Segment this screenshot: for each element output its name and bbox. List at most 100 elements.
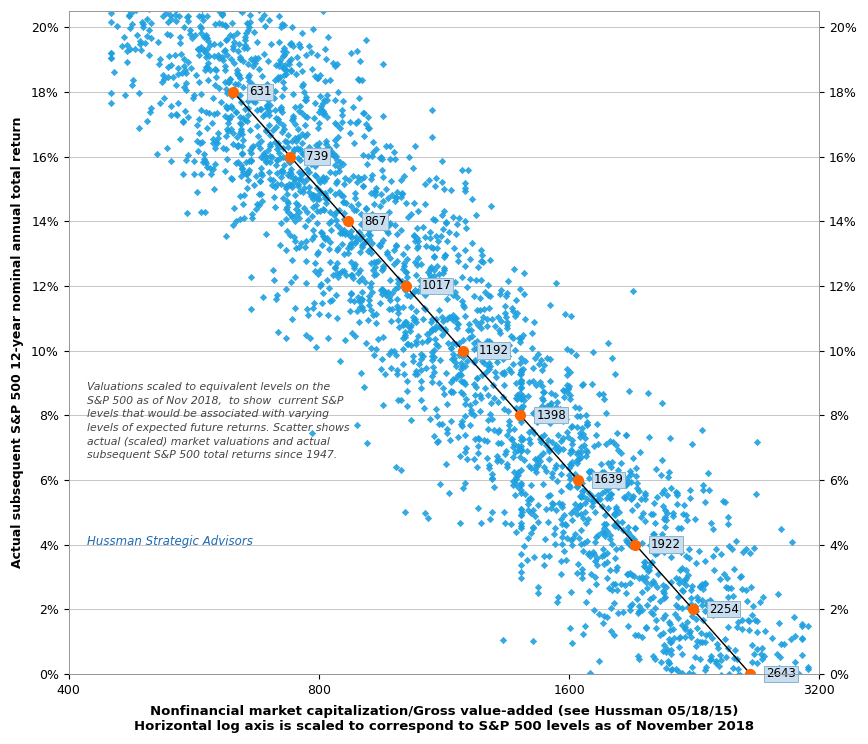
Point (294, 173, 308, 185)
Point (675, 648, 689, 660)
Point (168, 8, 181, 20)
Point (474, 316, 488, 328)
Point (526, 522, 540, 533)
Point (518, 488, 532, 500)
Point (627, 533, 641, 545)
Point (209, 71, 223, 83)
Point (308, 97, 322, 109)
Point (364, 173, 378, 185)
Point (198, 155, 212, 167)
Point (320, 1, 334, 13)
Point (273, 152, 287, 164)
Point (121, 45, 135, 57)
Point (319, 233, 332, 245)
Point (760, 700, 774, 712)
Point (221, 0, 235, 1)
Point (420, 336, 434, 347)
Point (635, 507, 649, 519)
Point (533, 455, 547, 467)
Point (192, 126, 206, 138)
Point (663, 432, 677, 444)
Point (344, 241, 358, 253)
Point (596, 610, 610, 622)
Point (718, 672, 732, 684)
Point (456, 351, 470, 363)
Point (786, 667, 799, 679)
Point (356, 272, 370, 283)
Point (444, 434, 457, 446)
Point (758, 625, 772, 637)
Point (470, 335, 484, 347)
Point (411, 235, 424, 247)
Point (508, 489, 522, 501)
Point (438, 323, 452, 335)
Point (467, 409, 481, 421)
Point (318, 43, 332, 55)
Point (678, 574, 692, 586)
Point (229, 157, 243, 169)
Point (597, 549, 611, 561)
Point (456, 481, 470, 493)
Point (345, 327, 359, 339)
Point (328, 159, 342, 171)
Point (224, 53, 238, 65)
Point (795, 684, 809, 696)
Point (611, 473, 625, 485)
Point (664, 664, 678, 676)
Point (225, 173, 239, 185)
Point (661, 489, 674, 501)
Point (253, 175, 267, 187)
Point (648, 517, 661, 529)
Point (774, 676, 788, 687)
Point (240, 18, 254, 30)
Point (183, 28, 197, 40)
Point (262, 105, 276, 117)
Point (249, 203, 263, 215)
Y-axis label: Actual subsequent S&P 500 12-year nominal annual total return: Actual subsequent S&P 500 12-year nomina… (11, 117, 24, 568)
Point (702, 702, 716, 713)
Point (322, 243, 336, 254)
Point (801, 708, 815, 720)
Point (698, 555, 712, 567)
Point (448, 312, 462, 324)
Point (446, 337, 460, 349)
Point (600, 572, 614, 584)
Point (397, 260, 411, 272)
Point (740, 683, 753, 695)
Point (610, 516, 624, 527)
Point (429, 338, 443, 350)
Point (370, 317, 384, 329)
Point (435, 155, 449, 167)
Point (208, 158, 222, 170)
Point (589, 531, 603, 543)
Point (279, 64, 293, 76)
Point (365, 342, 378, 354)
Point (619, 479, 633, 491)
Point (309, 170, 323, 182)
Point (630, 499, 644, 511)
Point (616, 475, 630, 487)
Point (343, 239, 357, 251)
Point (261, 55, 275, 67)
Point (377, 234, 391, 246)
Point (773, 651, 787, 663)
Point (575, 567, 589, 579)
Point (352, 316, 366, 328)
Point (517, 455, 531, 466)
Point (309, 199, 323, 211)
Point (285, 179, 299, 191)
Point (219, 60, 233, 72)
Point (795, 708, 809, 720)
Point (514, 283, 528, 295)
Point (527, 551, 541, 562)
Point (476, 369, 490, 381)
Point (709, 695, 723, 707)
Point (619, 429, 633, 441)
Point (141, 0, 155, 9)
Point (650, 687, 664, 699)
Point (208, 63, 222, 75)
Point (194, 104, 208, 116)
Point (274, 171, 288, 183)
Point (324, 295, 338, 307)
Point (344, 288, 358, 300)
